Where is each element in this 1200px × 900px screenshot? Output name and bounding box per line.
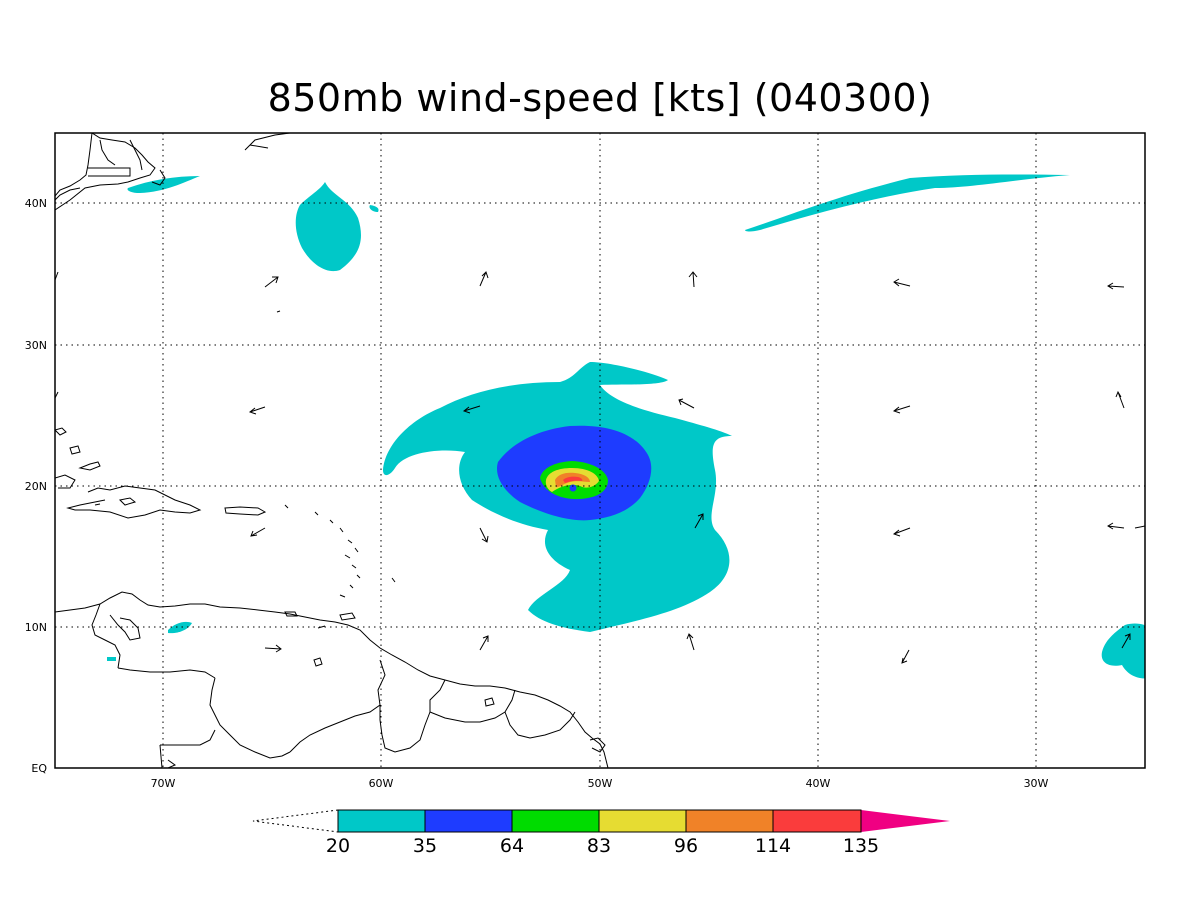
coastline-puerto-rico [224, 506, 267, 516]
coastline-north-america [55, 133, 156, 211]
lon-label: 60W [369, 777, 394, 790]
wind-arrow [479, 635, 489, 651]
coastline-hispaniola [66, 485, 202, 519]
contour-114kt [563, 476, 583, 483]
contour-20kt-ne [745, 174, 1070, 232]
contour-20kt-tiny [107, 657, 116, 661]
latitude-labels: 40N 30N 20N 10N EQ [25, 197, 48, 775]
colorbar-swatch-114 [773, 810, 861, 832]
coastline-lesser-antilles [284, 504, 396, 598]
wind-contours [107, 174, 1145, 679]
colorbar-label: 135 [843, 835, 879, 857]
grid-lines [55, 133, 1145, 768]
coastlines [55, 133, 609, 768]
colorbar-swatch-83 [599, 810, 686, 832]
contour-20kt-sw [168, 621, 192, 634]
coastline-cuba [55, 474, 76, 489]
colorbar-swatch-64 [512, 810, 599, 832]
wind-arrow [893, 278, 911, 287]
colorbar-underflow-triangle [252, 809, 339, 833]
wind-arrow [264, 644, 282, 653]
colorbar-label: 35 [413, 835, 437, 857]
colorbar-swatch-35 [425, 810, 512, 832]
colorbar-label: 64 [500, 835, 524, 857]
wind-arrow [686, 633, 695, 651]
lat-label: 20N [25, 480, 47, 493]
wind-arrow [479, 271, 489, 287]
wind-arrow [688, 271, 698, 288]
contour-20kt-small-dot [369, 205, 379, 212]
colorbar-swatch-96 [686, 810, 773, 832]
wind-arrow [250, 527, 266, 537]
colorbar-label: 96 [674, 835, 698, 857]
lon-label: 30W [1024, 777, 1049, 790]
lon-label: 50W [588, 777, 613, 790]
colorbar-label: 114 [755, 835, 791, 857]
wind-arrow [462, 405, 481, 414]
colorbar-label: 83 [587, 835, 611, 857]
lat-label: 40N [25, 197, 47, 210]
colorbar: 20 35 64 83 96 114 135 [252, 809, 950, 857]
colorbar-label: 20 [326, 835, 350, 857]
lon-label: 70W [151, 777, 176, 790]
wind-arrow [1107, 282, 1125, 290]
wind-arrow [892, 527, 911, 537]
map-title: 850mb wind-speed [kts] (040300) [267, 76, 933, 120]
lon-label: 40W [806, 777, 831, 790]
wind-arrow [1134, 525, 1146, 529]
coastline-south-america [55, 591, 609, 768]
contour-20kt-nw [127, 176, 200, 193]
wind-arrow [1107, 522, 1125, 530]
wind-arrow [678, 398, 695, 409]
lat-label: EQ [31, 762, 47, 775]
wind-arrow [1121, 633, 1131, 649]
wind-arrow [1115, 390, 1125, 409]
wind-arrow [248, 406, 266, 415]
wind-arrow [264, 276, 279, 288]
lat-label: 10N [25, 621, 47, 634]
wind-arrow [892, 405, 911, 414]
wind-arrow [694, 513, 704, 529]
contour-20kt-southeast [1101, 623, 1145, 679]
longitude-labels: 70W 60W 50W 40W 30W [151, 777, 1049, 790]
contour-20kt-north [295, 182, 361, 272]
wind-arrow [901, 649, 910, 664]
colorbar-swatch-20 [338, 810, 425, 832]
colorbar-overflow-triangle [861, 810, 950, 832]
map-frame [54, 132, 1146, 769]
wind-arrow [479, 527, 489, 543]
lat-label: 30N [25, 339, 47, 352]
storm-eye [569, 484, 577, 492]
